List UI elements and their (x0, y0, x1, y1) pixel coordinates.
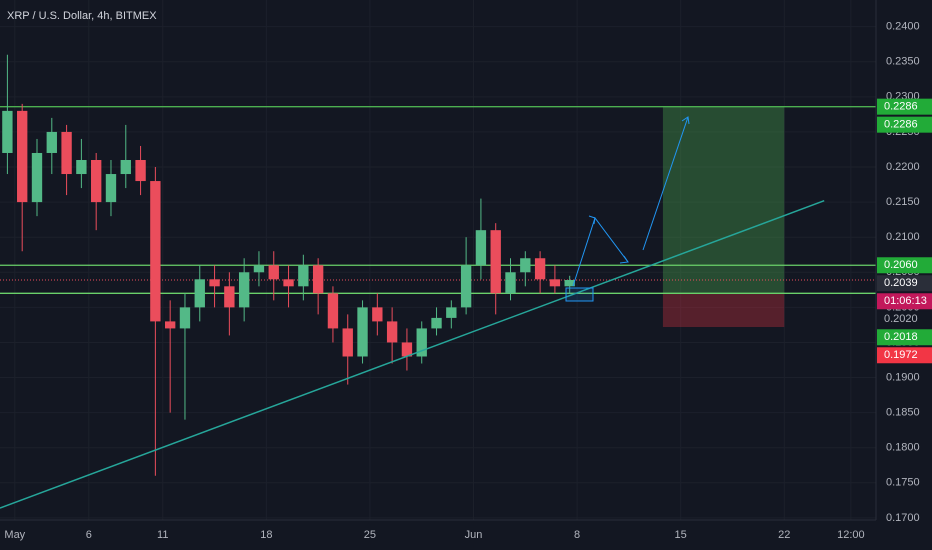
x-tick-label: May (4, 529, 25, 541)
candle-body (416, 328, 427, 357)
candle-body (46, 131, 57, 153)
candle-body (194, 279, 205, 308)
y-tick-label: 0.2200 (886, 161, 920, 173)
price-marker (877, 257, 932, 274)
price-marker-label: 0.2286 (884, 119, 918, 131)
price-marker (877, 275, 932, 292)
candle-body (534, 258, 546, 280)
price-marker (877, 98, 932, 115)
y-tick-label: 0.2350 (886, 56, 920, 68)
arrow-head (588, 215, 596, 225)
candle-body (564, 280, 575, 287)
target-zone (662, 106, 785, 294)
candle-body (209, 279, 220, 287)
candle-body (298, 265, 309, 287)
candle-body (150, 181, 161, 322)
candle-body (372, 307, 383, 322)
price-marker (877, 293, 932, 310)
candle-body (164, 321, 176, 329)
candle-body (312, 265, 324, 294)
candle-body (357, 307, 368, 357)
candle-body (386, 321, 398, 343)
arrow-head (619, 255, 629, 264)
candle-body (17, 110, 28, 203)
candle-body (505, 272, 516, 294)
price-axis (876, 0, 932, 550)
candle-body (520, 258, 531, 273)
arrow-head (681, 116, 690, 125)
x-tick-label: 11 (157, 529, 168, 541)
candle-body (91, 160, 102, 203)
price-marker (877, 347, 932, 364)
price-marker-label: 0.2020 (884, 313, 918, 325)
candle-body (224, 286, 235, 308)
candle-body (105, 174, 117, 203)
price-marker (877, 329, 932, 346)
price-marker (877, 116, 932, 133)
y-tick-label: 0.1750 (886, 477, 920, 489)
price-marker-label: 01:06:13 (884, 295, 927, 307)
x-tick-label: 22 (778, 529, 790, 541)
forecast-arrow (642, 116, 689, 251)
chart-title: XRP / U.S. Dollar, 4h, BITMEX (7, 10, 157, 22)
candle-body (327, 293, 339, 329)
y-tick-label: 0.2100 (886, 231, 920, 243)
price-marker-label: 0.2039 (884, 277, 918, 289)
y-tick-label: 0.1700 (886, 512, 920, 524)
y-tick-label: 0.1800 (886, 442, 920, 454)
candle-body (253, 265, 265, 273)
candle-body (431, 317, 442, 329)
x-tick-label: Jun (465, 529, 483, 541)
candle-body (238, 272, 250, 308)
stop-zone (662, 293, 785, 328)
y-tick-label: 0.2400 (886, 21, 920, 33)
y-tick-label: 0.2150 (886, 196, 920, 208)
zone-box (565, 287, 594, 302)
x-tick-label: 8 (574, 529, 580, 541)
x-tick-label: 6 (86, 529, 92, 541)
x-tick-label: 15 (675, 529, 687, 541)
candle-body (31, 152, 43, 203)
price-marker (877, 311, 932, 328)
candle-body (490, 230, 501, 294)
x-tick-label: 25 (364, 529, 376, 541)
candle-body (2, 110, 13, 153)
x-tick-label: 12:00 (837, 529, 865, 541)
candle-body (401, 342, 413, 357)
price-marker-label: 0.1972 (884, 349, 918, 361)
candle-body (342, 328, 353, 357)
price-marker-label: 0.2060 (884, 259, 918, 271)
candle-body (135, 160, 146, 182)
candle-body (268, 265, 279, 280)
trendline (0, 199, 825, 509)
x-tick-label: 18 (260, 529, 272, 541)
candle-body (179, 307, 191, 329)
y-tick-label: 0.1850 (886, 407, 920, 419)
candle-body (283, 279, 294, 287)
candle-body (61, 131, 72, 175)
price-marker-label: 0.2286 (884, 101, 918, 113)
candle-body (120, 160, 131, 175)
candle-body (446, 307, 457, 318)
candle-body (460, 265, 472, 308)
price-marker-label: 0.2018 (884, 331, 918, 343)
y-tick-label: 0.1900 (886, 371, 920, 383)
candle-body (76, 160, 87, 175)
candle-body (475, 230, 487, 266)
candle-body (549, 279, 561, 287)
